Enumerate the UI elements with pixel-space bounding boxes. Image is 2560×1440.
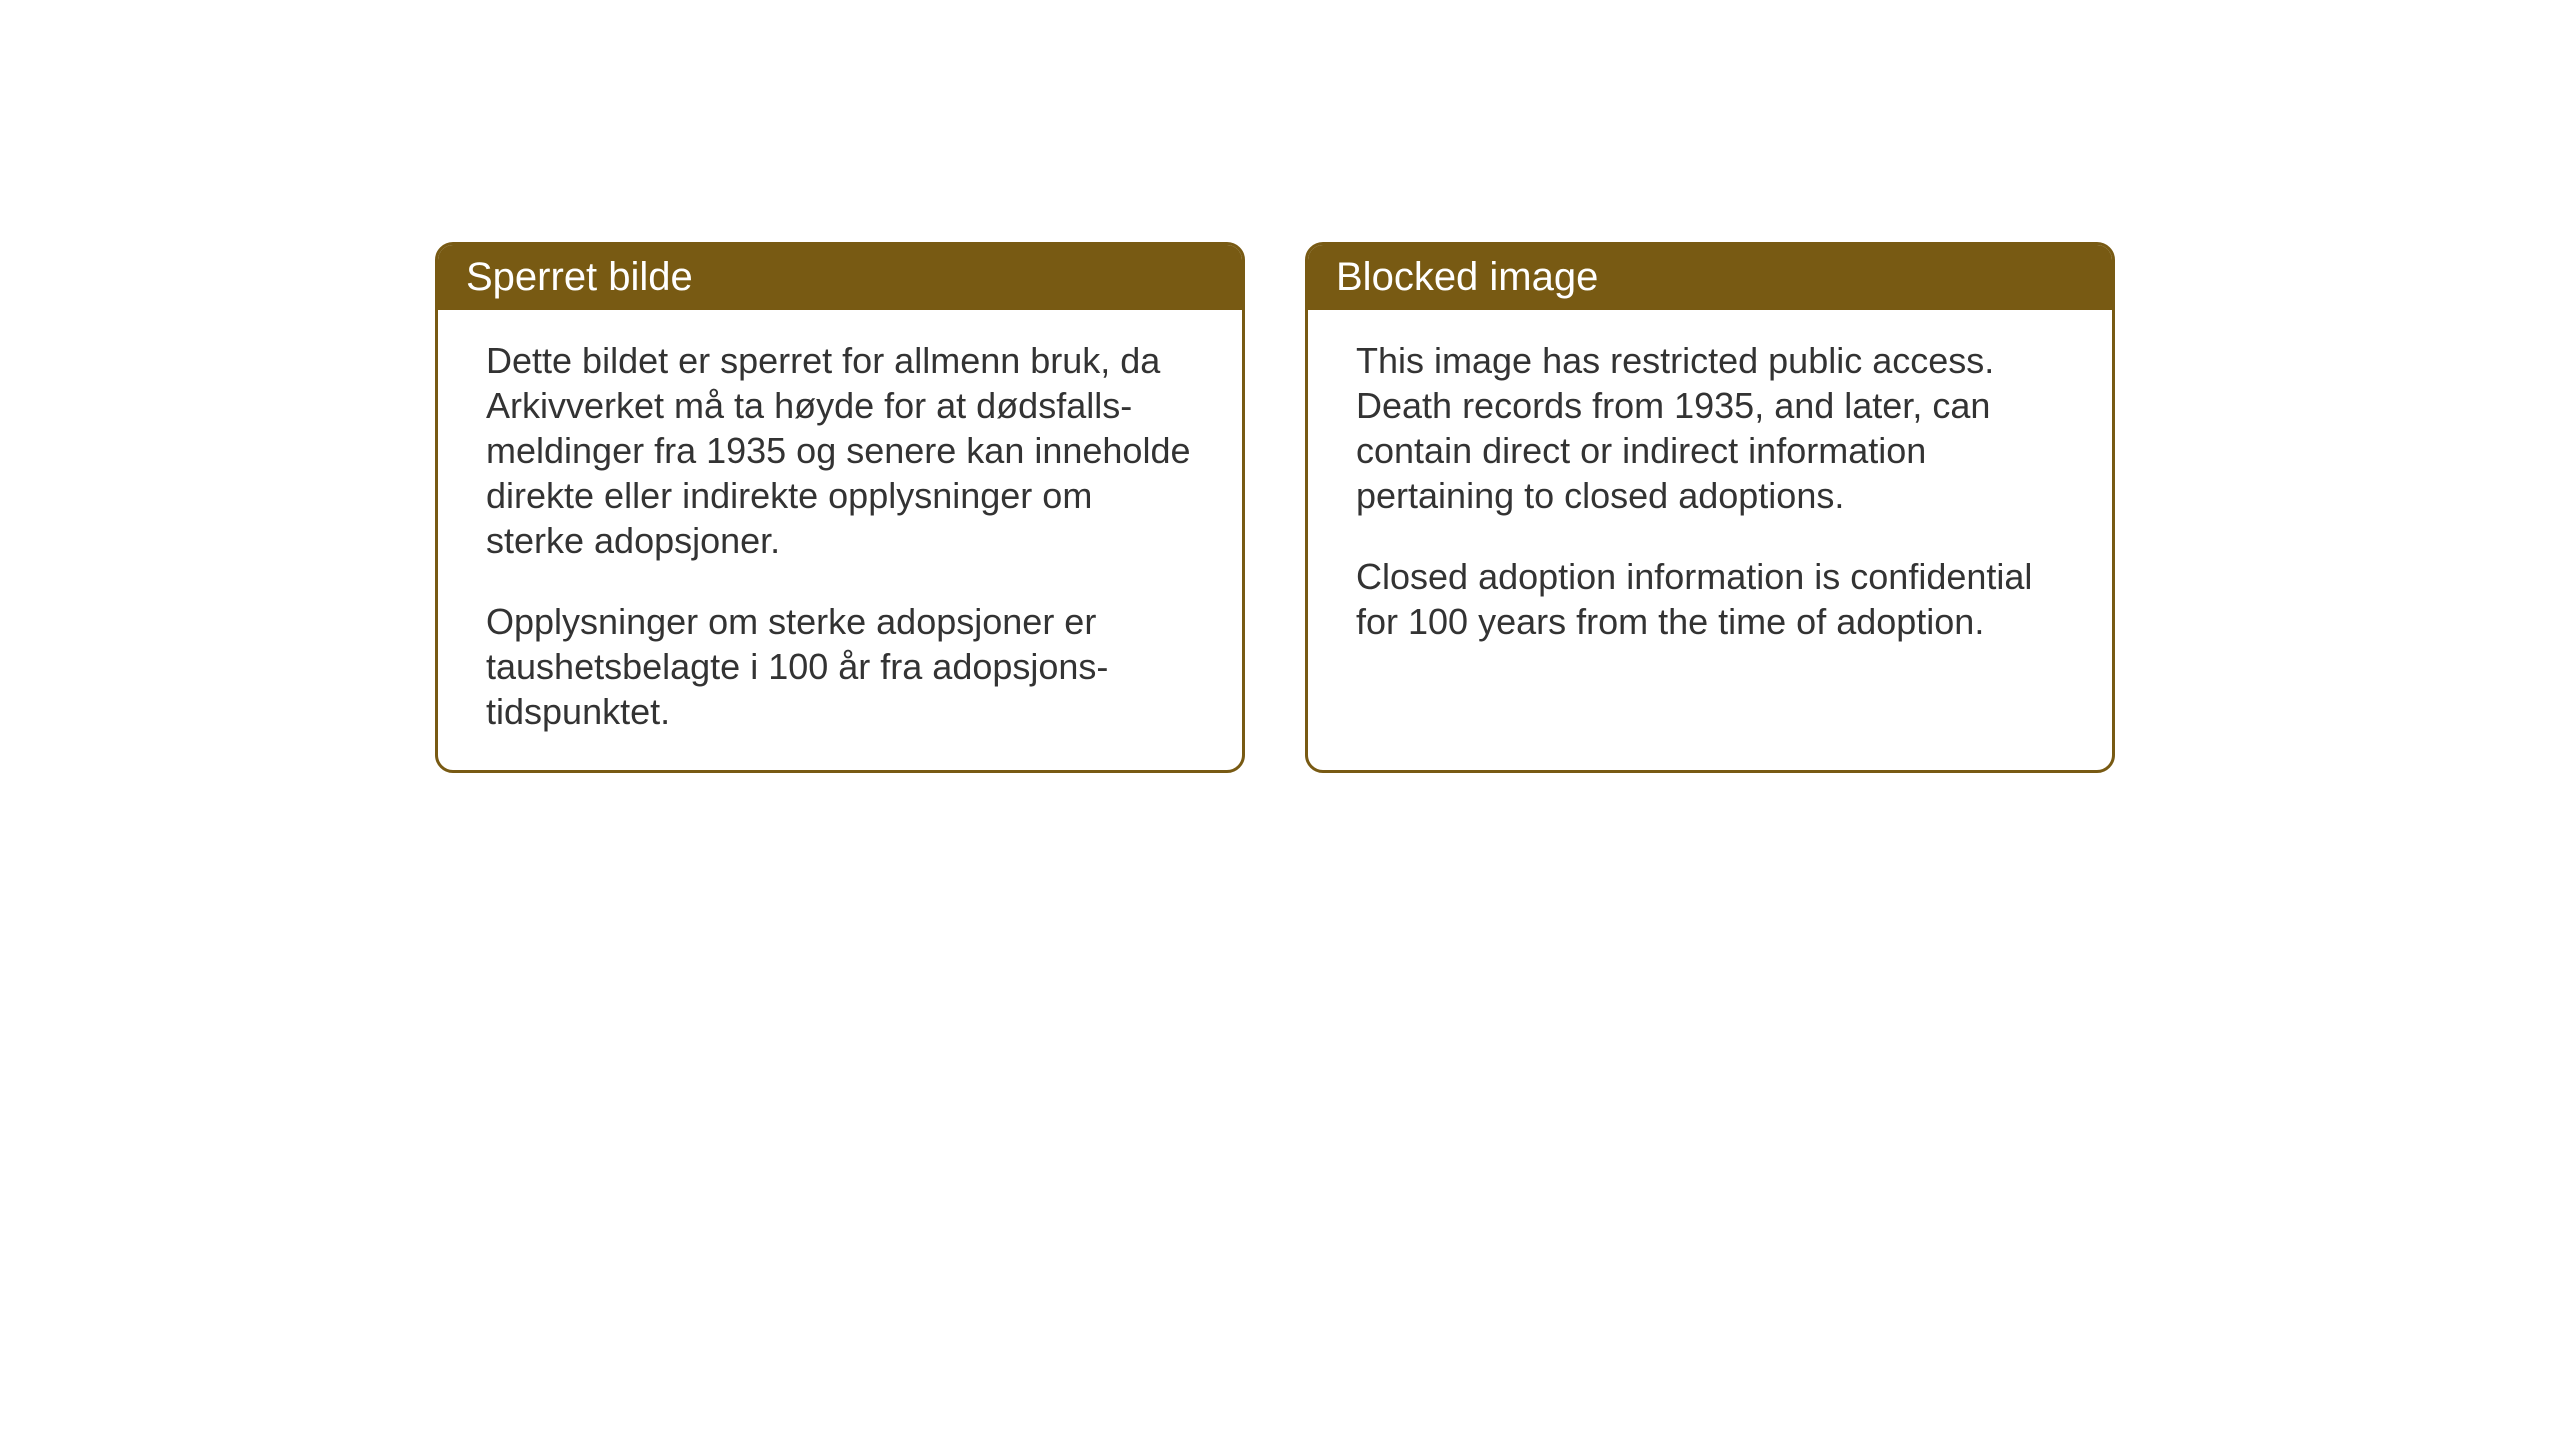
paragraph-norwegian-2: Opplysninger om sterke adopsjoner er tau… bbox=[486, 599, 1194, 734]
card-body-norwegian: Dette bildet er sperret for allmenn bruk… bbox=[438, 310, 1242, 770]
card-title-norwegian: Sperret bilde bbox=[466, 255, 693, 299]
card-header-english: Blocked image bbox=[1308, 245, 2112, 310]
paragraph-norwegian-1: Dette bildet er sperret for allmenn bruk… bbox=[486, 338, 1194, 563]
paragraph-english-1: This image has restricted public access.… bbox=[1356, 338, 2064, 518]
paragraph-english-2: Closed adoption information is confident… bbox=[1356, 554, 2064, 644]
card-norwegian: Sperret bilde Dette bildet er sperret fo… bbox=[435, 242, 1245, 773]
card-title-english: Blocked image bbox=[1336, 255, 1598, 299]
card-english: Blocked image This image has restricted … bbox=[1305, 242, 2115, 773]
cards-container: Sperret bilde Dette bildet er sperret fo… bbox=[435, 242, 2115, 773]
card-body-english: This image has restricted public access.… bbox=[1308, 310, 2112, 760]
card-header-norwegian: Sperret bilde bbox=[438, 245, 1242, 310]
